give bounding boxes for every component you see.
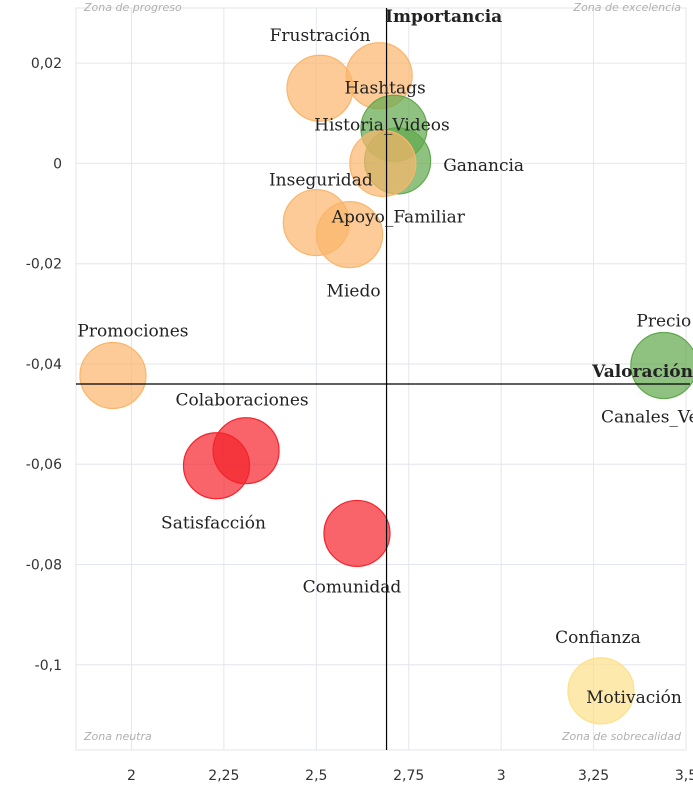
- bubble-comunidad[interactable]: [323, 499, 391, 568]
- bubble-layer: [79, 42, 693, 725]
- bubble-label-satisfacci-n: Satisfacción: [161, 514, 266, 534]
- x-tick-label: 3: [497, 768, 506, 784]
- zone-label-bottom-left: Zona neutra: [83, 730, 152, 743]
- zone-label-top-left: Zona de progreso: [83, 1, 182, 14]
- bubble-precio[interactable]: [630, 331, 693, 400]
- bubble-label-historia-videos: Historia_Videos: [314, 115, 450, 135]
- bubble-label-precio: Precio: [636, 311, 691, 331]
- bubble-labels: Frustración Hashtags Historia_Videos Gananc…: [77, 26, 693, 708]
- y-tick-label: -0,08: [26, 558, 62, 574]
- y-tick-label: -0,04: [26, 357, 62, 373]
- bubble-promociones[interactable]: [79, 341, 147, 410]
- bubble-label-ganancia: Ganancia: [443, 156, 524, 176]
- y-tick-label: -0,1: [35, 658, 62, 674]
- x-tick-label: 2,75: [393, 768, 424, 784]
- zone-label-top-right: Zona de excelencia: [573, 1, 682, 14]
- bubble-confianza[interactable]: [567, 657, 635, 725]
- y-axis-title: Importancia: [385, 7, 502, 27]
- bubble-label-promociones: Promociones: [77, 321, 188, 341]
- bubble-label-apoyo-familiar: Apoyo_Familiar: [331, 208, 466, 228]
- bubble-label-comunidad: Comunidad: [303, 577, 402, 597]
- y-tick-label: -0,02: [26, 257, 62, 273]
- x-tick-label: 3,25: [578, 768, 609, 784]
- x-tick-label: 2,25: [208, 768, 239, 784]
- bubble-label-motivaci-n: Motivación: [586, 688, 682, 708]
- bubble-label-frustraci-n: Frustración: [270, 26, 371, 46]
- y-tick-label: 0,02: [31, 56, 62, 72]
- bubble-label-canales-venta: Canales_Venta: [601, 407, 693, 427]
- crosshair-axes: [76, 8, 690, 750]
- bubble-label-confianza: Confianza: [555, 628, 641, 648]
- bubble-label-miedo: Miedo: [327, 282, 381, 302]
- bubble-inseguridad[interactable]: [349, 129, 417, 198]
- tick-labels: 2 2,25 2,5 2,75 3 3,25 3,5 0,02 0 -0,02 -0,04 -0,06…: [26, 56, 693, 784]
- x-axis-title: Valoración: [591, 362, 693, 382]
- zone-labels: Zona de progreso Zona de excelencia Zona…: [83, 1, 682, 743]
- y-tick-label: -0,06: [26, 457, 62, 473]
- y-tick-label: 0: [53, 156, 62, 172]
- zone-label-bottom-right: Zona de sobrecalidad: [561, 730, 682, 743]
- bubble-frustraci-n[interactable]: [286, 54, 354, 122]
- x-tick-label: 2,5: [305, 768, 327, 784]
- bubble-label-colaboraciones: Colaboraciones: [175, 391, 308, 411]
- bubble-label-inseguridad: Inseguridad: [269, 170, 373, 190]
- bubble-miedo[interactable]: [315, 201, 384, 269]
- bubble-satisfacci-n[interactable]: [182, 432, 251, 500]
- bubble-label-hashtags: Hashtags: [345, 79, 426, 99]
- x-tick-label: 2: [127, 768, 136, 784]
- x-tick-label: 3,5: [675, 768, 693, 784]
